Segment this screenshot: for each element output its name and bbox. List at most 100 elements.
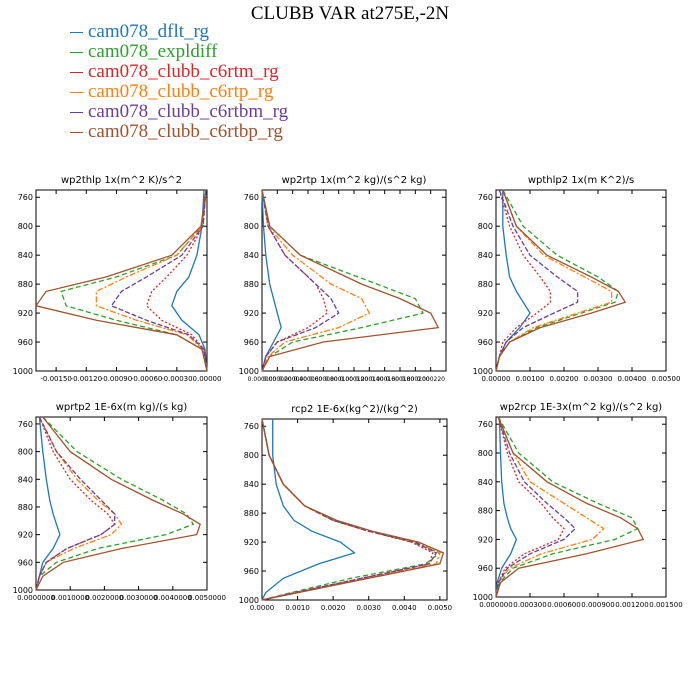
series-line	[261, 189, 424, 372]
panel-title: wp2thlp 1x(m^2 K)/s^2	[61, 175, 182, 186]
x-tick-label: 0.000160	[370, 376, 399, 383]
x-tick-label: 0.0020000	[85, 594, 123, 602]
series-line	[35, 416, 195, 591]
x-tick-label: 0.0040000	[154, 594, 192, 602]
legend-label: cam078_dflt_rg	[88, 21, 210, 42]
series-line	[495, 189, 620, 372]
legend-item: cam078_clubb_c6rtp_rg	[70, 82, 288, 102]
y-tick-label: 920	[478, 309, 493, 318]
y-tick-label: 920	[244, 538, 259, 547]
plot-frame	[495, 416, 667, 598]
y-tick-label: 880	[18, 503, 33, 512]
x-tick-label: 0.000220	[416, 376, 445, 383]
series-line	[261, 189, 440, 372]
series-line	[261, 418, 438, 601]
series-line	[495, 189, 627, 372]
x-tick-label: 0.0030	[356, 604, 381, 612]
x-tick-label: 0.001500	[649, 601, 682, 609]
figure-title: CLUBB VAR at275E,-2N	[250, 3, 450, 24]
y-tick-label: 800	[478, 222, 493, 231]
legend-label: cam078_clubb_c6rtbp_rg	[88, 121, 283, 142]
legend: cam078_dflt_rg cam078_expldiff cam078_cl…	[70, 22, 288, 142]
y-tick-label: 1000	[13, 367, 33, 376]
y-tick-label: 760	[18, 193, 33, 202]
y-tick-label: 880	[478, 507, 493, 516]
series-line	[261, 418, 442, 601]
y-tick-label: 960	[478, 338, 493, 347]
series-line	[261, 189, 371, 372]
x-tick-label: 0.0050	[428, 604, 453, 612]
x-tick-label: -0.00090	[101, 375, 132, 383]
x-tick-label: 0.000020	[263, 376, 292, 383]
y-tick-label: 920	[18, 531, 33, 540]
plot-frame	[261, 418, 448, 601]
y-tick-label: 880	[478, 280, 493, 289]
y-tick-label: 960	[244, 567, 259, 576]
legend-label: cam078_clubb_c6rtm_rg	[88, 61, 279, 82]
x-tick-label: 0.00000	[193, 375, 222, 383]
y-tick-label: 920	[18, 309, 33, 318]
series-line	[35, 416, 201, 591]
y-tick-label: 1000	[473, 593, 493, 602]
series-line	[495, 416, 565, 598]
series-line	[495, 416, 518, 598]
legend-label: cam078_clubb_c6rtbm_rg	[88, 101, 289, 122]
x-tick-label: 0.00300	[584, 375, 613, 383]
x-tick-label: 0.00000	[482, 375, 511, 383]
legend-label: cam078_expldiff	[88, 41, 218, 62]
x-tick-label: 0.0020	[321, 604, 346, 612]
x-tick-label: 0.000100	[324, 376, 353, 383]
y-tick-label: 1000	[239, 367, 259, 376]
x-tick-label: 0.000900	[581, 601, 614, 609]
x-tick-label: 0.0040	[392, 604, 417, 612]
x-tick-label: 0.00200	[550, 375, 579, 383]
series-line	[35, 416, 61, 591]
series-line	[495, 189, 613, 372]
x-tick-label: 0.000200	[401, 376, 430, 383]
legend-item: cam078_clubb_c6rtbm_rg	[70, 102, 288, 122]
panel-title: wp2rcp 1E-3x(m^2 kg)/(s^2 kg)	[500, 402, 663, 413]
x-tick-label: -0.00120	[71, 375, 102, 383]
y-tick-label: 920	[478, 535, 493, 544]
plot-frame	[35, 416, 208, 591]
x-tick-label: 0.0010000	[51, 594, 89, 602]
legend-item: cam078_clubb_c6rtm_rg	[70, 62, 288, 82]
y-tick-label: 840	[244, 251, 259, 260]
x-tick-label: 0.000040	[278, 376, 307, 383]
y-tick-label: 760	[478, 193, 493, 202]
legend-swatch	[70, 51, 83, 53]
x-tick-label: 0.000060	[294, 376, 323, 383]
y-tick-label: 840	[18, 475, 33, 484]
x-tick-label: 0.00400	[618, 375, 647, 383]
y-tick-label: 840	[244, 480, 259, 489]
x-tick-label: 0.000180	[386, 376, 415, 383]
legend-swatch	[70, 31, 83, 33]
series-line	[171, 189, 208, 372]
legend-item: cam078_expldiff	[70, 42, 288, 62]
y-tick-label: 1000	[473, 367, 493, 376]
plot-frame	[35, 189, 208, 372]
series-line	[261, 418, 434, 601]
y-tick-label: 1000	[13, 586, 33, 595]
series-line	[495, 416, 577, 598]
series-line	[495, 416, 645, 598]
y-tick-label: 840	[18, 251, 33, 260]
x-tick-label: -0.00150	[40, 375, 71, 383]
x-tick-label: 0.000000	[248, 376, 277, 383]
legend-swatch	[70, 131, 83, 133]
series-line	[495, 189, 552, 372]
x-tick-label: 0.000120	[340, 376, 369, 383]
y-tick-label: 800	[244, 451, 259, 460]
series-line	[495, 416, 605, 598]
legend-swatch	[70, 71, 83, 73]
y-tick-label: 1000	[239, 596, 259, 605]
x-tick-label: 0.0010	[285, 604, 310, 612]
x-tick-label: 0.00500	[652, 375, 681, 383]
series-line	[495, 189, 579, 372]
y-tick-label: 760	[244, 422, 259, 431]
panel-title: rcp2 1E-6x(kg^2)/(kg^2)	[291, 404, 418, 415]
x-tick-label: 0.000080	[309, 376, 338, 383]
x-tick-label: 0.0050000	[188, 594, 226, 602]
y-tick-label: 760	[478, 420, 493, 429]
